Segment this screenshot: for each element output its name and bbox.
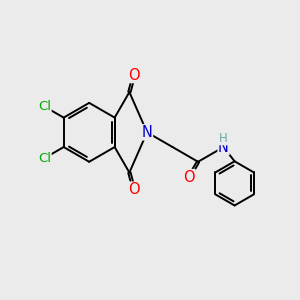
Text: Cl: Cl: [38, 152, 51, 165]
Text: O: O: [183, 169, 195, 184]
Text: N: N: [218, 140, 229, 154]
Text: Cl: Cl: [38, 100, 51, 113]
Text: O: O: [128, 182, 140, 197]
Text: H: H: [219, 132, 228, 145]
Text: O: O: [128, 68, 140, 82]
Text: N: N: [142, 125, 152, 140]
